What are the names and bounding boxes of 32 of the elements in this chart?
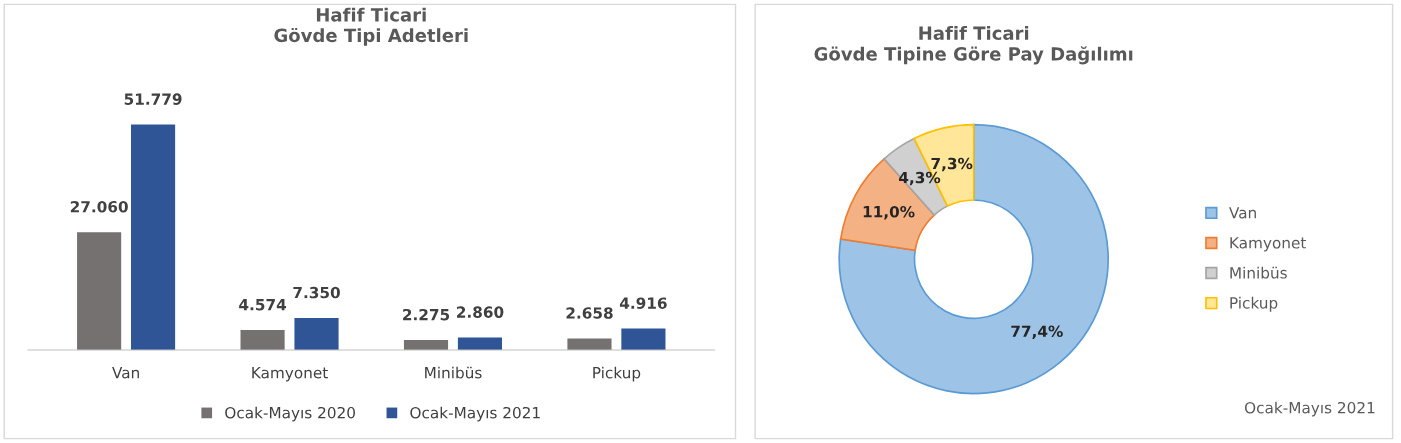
data-label: 4.916	[619, 297, 667, 309]
chart-title: Hafif Ticari Gövde Tipi Adetleri	[274, 7, 468, 46]
data-label: 27.060	[70, 200, 128, 213]
legend-label: Ocak-Mayıs 2020	[225, 406, 355, 422]
data-label: 4.574	[239, 299, 287, 311]
data-label: 2.860	[457, 306, 504, 318]
x-tick-label: Van	[112, 367, 139, 379]
bar	[403, 340, 449, 350]
legend-label: Ocak-Mayıs 2021	[410, 406, 540, 422]
chart-title: Hafif Ticari Gövde Tipine Göre Pay Dağılımı	[814, 26, 1133, 65]
data-label: 51.779	[124, 93, 182, 105]
data-label: 7,3%	[931, 157, 973, 172]
x-tick-label: Pickup	[593, 366, 641, 382]
legend-label: Pickup	[1230, 296, 1278, 312]
bar	[77, 232, 122, 350]
bar	[130, 124, 176, 350]
bar	[294, 317, 339, 350]
data-label: 7.350	[293, 286, 340, 299]
data-label: 77,4%	[1011, 325, 1063, 339]
legend-label: Van	[1229, 207, 1256, 219]
data-label: 2.658	[566, 307, 613, 319]
legend-label: Kamyonet	[1230, 237, 1307, 252]
data-label: 2.275	[403, 308, 450, 321]
bar	[567, 338, 612, 350]
bar	[621, 328, 666, 350]
x-tick-label: Minibüs	[425, 366, 482, 379]
bar	[240, 330, 285, 350]
text: Ocak-Mayıs 2021	[1244, 401, 1375, 417]
legend-label: Minibüs	[1230, 266, 1287, 279]
data-label: 11,0%	[863, 205, 915, 220]
x-tick-label: Kamyonet	[252, 367, 328, 382]
donut-slice	[838, 123, 1110, 395]
